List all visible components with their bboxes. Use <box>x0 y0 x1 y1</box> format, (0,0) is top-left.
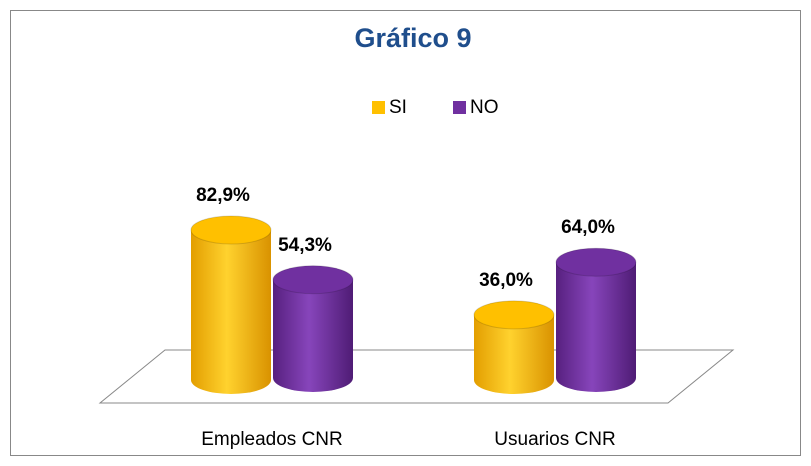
value-label: 64,0% <box>561 217 615 238</box>
value-label: 82,9% <box>196 185 250 206</box>
cylinder-body <box>556 262 636 392</box>
x-tick-label: Empleados CNR <box>201 429 343 450</box>
cylinder-top <box>190 215 272 245</box>
cylinder <box>473 300 555 394</box>
value-label: 36,0% <box>479 270 533 291</box>
x-tick-label: Usuarios CNR <box>494 429 615 450</box>
cylinder-top <box>272 265 354 295</box>
cylinder-body <box>273 279 353 392</box>
cylinder-body <box>191 230 271 394</box>
cylinder-top <box>555 247 637 277</box>
cylinder-top <box>473 300 555 330</box>
legend-label: SI <box>389 97 407 118</box>
legend-swatch <box>372 101 385 114</box>
cylinder <box>555 247 637 392</box>
cylinder <box>190 215 272 394</box>
cylinder <box>272 265 354 392</box>
value-label: 54,3% <box>278 235 332 256</box>
legend-label: NO <box>470 97 499 118</box>
chart-title: Gráfico 9 <box>354 23 471 53</box>
cylinder-body <box>474 314 554 394</box>
legend-swatch <box>453 101 466 114</box>
